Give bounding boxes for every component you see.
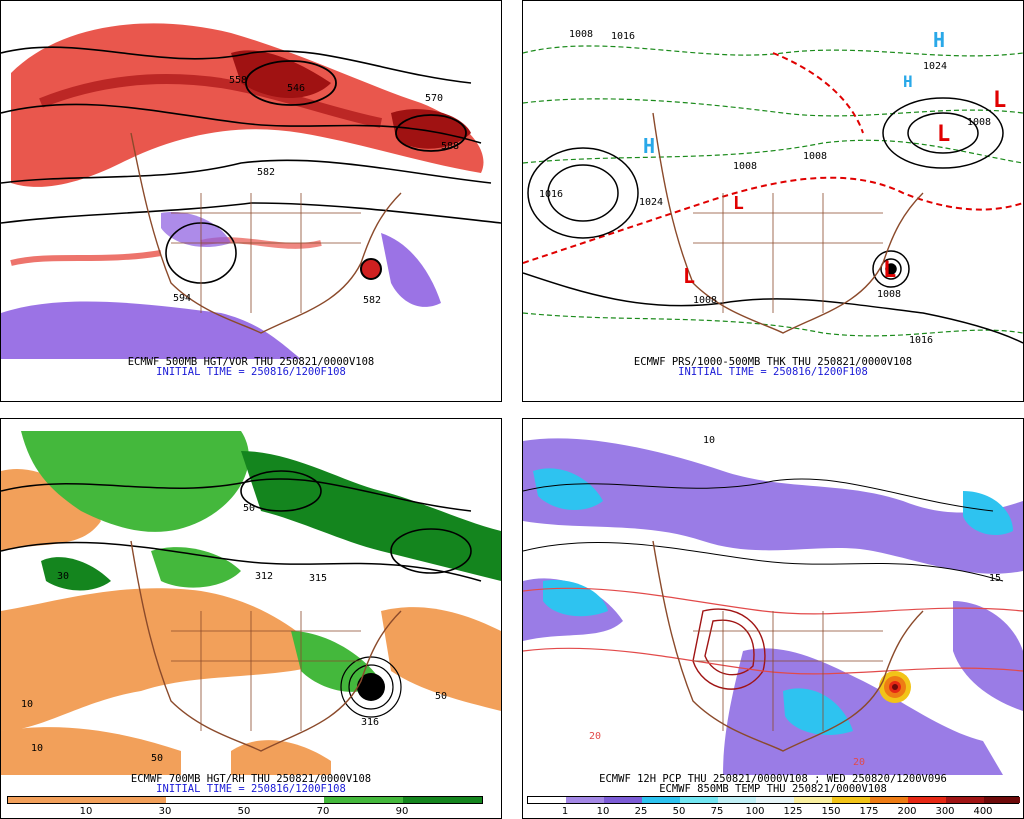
colorbar-segment (528, 797, 566, 803)
colorbar-segment (566, 797, 604, 803)
colorbar-segment (794, 797, 832, 803)
contour-label: 10 (31, 743, 43, 754)
contour-label: 582 (257, 167, 275, 178)
panel-500mb-hgt-vor: 558 546 570 582 588 582 594 ECMWF 500MB … (0, 0, 502, 402)
isobar-label: 1008 (569, 29, 593, 40)
contour-label: 50 (435, 691, 447, 702)
colorbar-segment (870, 797, 908, 803)
colorbar-tick: 300 (935, 806, 955, 817)
colorbar-segment (946, 797, 984, 803)
colorbar-segment (403, 797, 482, 803)
low-pressure-marker: L (883, 258, 896, 283)
colorbar-segment (8, 797, 87, 803)
isobar-label: 1016 (909, 335, 933, 346)
panel-title: ECMWF 12H PCP THU 250821/0000V108 ; WED … (599, 773, 947, 785)
contour-label: 316 (361, 717, 379, 728)
contour-label: 594 (173, 293, 191, 304)
isobar-label: 1008 (693, 295, 717, 306)
isobar-label: 1024 (923, 61, 947, 72)
colorbar-segment (166, 797, 245, 803)
isobar-label: 1024 (639, 197, 663, 208)
colorbar-segment (984, 797, 1020, 803)
colorbar-segment (324, 797, 403, 803)
low-pressure-marker: L (937, 122, 950, 147)
contour-label: 315 (309, 573, 327, 584)
initial-time-label: INITIAL TIME = 250816/1200F108 (678, 366, 868, 378)
colorbar-tick: 10 (79, 806, 93, 817)
colorbar-segment (756, 797, 794, 803)
initial-time-label: INITIAL TIME = 250816/1200F108 (156, 366, 346, 378)
colorbar-tick: 400 (973, 806, 993, 817)
map-precipitation: 20 10 15 20 (523, 431, 1023, 775)
panel-700mb-hgt-rh: 312 315 316 50 10 10 50 30 50 ECMWF 700M… (0, 418, 502, 819)
isobar-label: 1008 (967, 117, 991, 128)
contour-label: 312 (255, 571, 273, 582)
low-pressure-marker: L (733, 193, 744, 214)
low-pressure-marker: L (683, 264, 695, 288)
panel-title: ECMWF 700MB HGT/RH THU 250821/0000V108 (130, 773, 372, 785)
contour-label: 20 (853, 757, 865, 768)
contour-label: 50 (243, 503, 255, 514)
colorbar-segment (680, 797, 718, 803)
colorbar-tick: 25 (634, 806, 648, 817)
colorbar-tick: 70 (316, 806, 330, 817)
contour-label: 10 (21, 699, 33, 710)
contour-label: 588 (441, 141, 459, 152)
colorbar-tick: 50 (237, 806, 251, 817)
colorbar-tick: 50 (672, 806, 686, 817)
contour-label: 30 (57, 571, 69, 582)
colorbar-segment (832, 797, 870, 803)
high-pressure-marker: H (643, 134, 655, 158)
panel-pressure-thickness: H H H L L L L L 1008 1016 1008 1016 1024… (522, 0, 1024, 402)
colorbar-tick: 125 (783, 806, 803, 817)
contour-label: 558 (229, 75, 247, 86)
panel-title: ECMWF PRS/1000-500MB THK THU 250821/0000… (633, 356, 913, 368)
colorbar-tick: 30 (158, 806, 172, 817)
colorbar-tick: 175 (859, 806, 879, 817)
panel-subtitle: ECMWF 850MB TEMP THU 250821/0000V108 (659, 783, 887, 795)
panel-title: ECMWF 500MB HGT/VOR THU 250821/0000V108 (127, 356, 375, 368)
contour-label: 15 (989, 573, 1001, 584)
isobar-label: 1008 (803, 151, 827, 162)
high-pressure-marker: H (903, 72, 913, 91)
isobar-label: 1008 (733, 161, 757, 172)
low-pressure-marker: L (993, 88, 1006, 113)
panel-precip-850mb-temp: 20 10 15 20 ECMWF 12H PCP THU 250821/000… (522, 418, 1024, 819)
colorbar-segment (245, 797, 324, 803)
contour-label: 10 (703, 435, 715, 446)
colorbar-tick: 1 (561, 806, 569, 817)
colorbar-segment (908, 797, 946, 803)
colorbar-tick: 100 (745, 806, 765, 817)
contour-label: 582 (363, 295, 381, 306)
contour-label: 570 (425, 93, 443, 104)
contour-label: 20 (589, 731, 601, 742)
colorbar-tick: 150 (821, 806, 841, 817)
isobar-label: 1016 (539, 189, 563, 200)
isobar-label: 1008 (877, 289, 901, 300)
colorbar-segment (718, 797, 756, 803)
colorbar-segment (87, 797, 166, 803)
initial-time-label: INITIAL TIME = 250816/1200F108 (156, 783, 346, 795)
contour-label: 50 (151, 753, 163, 764)
contour-label: 546 (287, 83, 305, 94)
isobar-label: 1016 (611, 31, 635, 42)
colorbar-tick: 75 (710, 806, 724, 817)
map-pressure-thickness: H H H L L L L L 1008 1016 1008 1016 1024… (523, 13, 1023, 359)
colorbar-tick: 10 (596, 806, 610, 817)
rh-colorbar (7, 796, 483, 804)
high-pressure-marker: H (933, 28, 945, 52)
colorbar-tick: 200 (897, 806, 917, 817)
map-500mb-vorticity: 558 546 570 582 588 582 594 (1, 13, 501, 359)
map-700mb-humidity: 312 315 316 50 10 10 50 30 50 (1, 431, 501, 775)
colorbar-segment (604, 797, 642, 803)
precip-colorbar (527, 796, 1020, 804)
colorbar-segment (642, 797, 680, 803)
colorbar-tick: 90 (395, 806, 409, 817)
